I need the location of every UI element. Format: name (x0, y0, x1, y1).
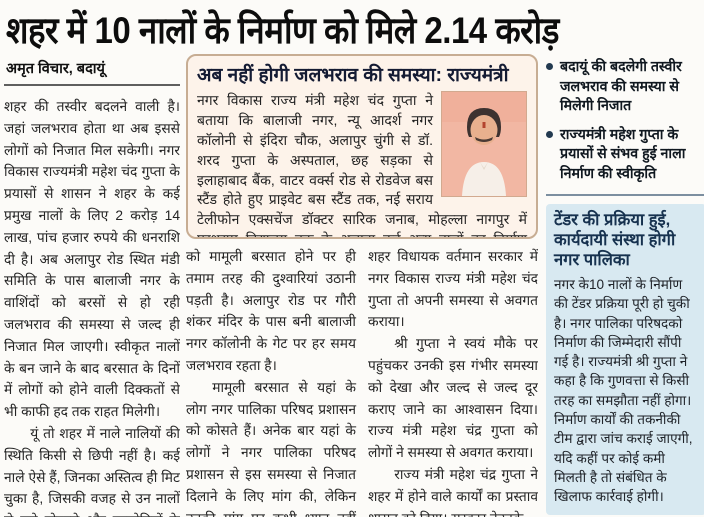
highlight-bullet-1: बदायूं की बदलेगी तस्वीर जलभराव की समस्या… (546, 58, 704, 117)
centre-column: अब नहीं होगी जलभराव की समस्या: राज्यमंत्… (186, 54, 538, 517)
feature-box-text: नगर विकास राज्य मंत्री महेश चंद गुप्ता न… (197, 92, 527, 237)
feature-box-headline: अब नहीं होगी जलभराव की समस्या: राज्यमंत्… (197, 65, 509, 86)
mid2-paragraph-1: शहर विधायक वर्तमान सरकार में नगर विकास र… (368, 249, 538, 330)
feature-box: अब नहीं होगी जलभराव की समस्या: राज्यमंत्… (186, 54, 538, 239)
middle-column-2: शहर विधायक वर्तमान सरकार में नगर विकास र… (368, 246, 538, 517)
portrait-illustration (442, 92, 526, 196)
article-body: अमृत विचार, बदायूं शहर की तस्वीर बदलने व… (0, 50, 704, 517)
bullet-text-2: राज्यमंत्री महेश गुप्ता के प्रयासों से स… (560, 126, 686, 182)
mid2-paragraph-3: राज्य मंत्री महेश चंद्र गुप्ता ने शहर मे… (368, 466, 538, 517)
left-column: अमृत विचार, बदायूं शहर की तस्वीर बदलने व… (4, 54, 180, 517)
minister-photo (441, 91, 527, 197)
bullet-dot-icon (546, 63, 553, 70)
middle-columns: को मामूली बरसात होने पर ही तमाम तरह की द… (186, 246, 538, 517)
page-title: शहर में 10 नालों के निर्माण को मिले 2.14… (6, 9, 559, 51)
tender-info-box: टेंडर की प्रक्रिया हुई, कार्यदायी संस्था… (546, 203, 704, 515)
tender-box-body: नगर के10 नालों के निर्माण की टेंडर प्रक्… (554, 276, 693, 505)
tender-box-headline: टेंडर की प्रक्रिया हुई, कार्यदायी संस्था… (554, 210, 676, 269)
sidebar-divider (546, 193, 704, 196)
byline: अमृत विचार, बदायूं (4, 56, 180, 86)
highlight-bullet-2: राज्यमंत्री महेश गुप्ता के प्रयासों से स… (546, 126, 704, 185)
middle-column-1: को मामूली बरसात होने पर ही तमाम तरह की द… (186, 246, 356, 517)
bullet-dot-icon (546, 130, 553, 138)
left-paragraph-1: शहर की तस्वीर बदलने वाली है। जहां जलभराव… (4, 99, 180, 420)
bullet-text-1: बदायूं की बदलेगी तस्वीर जलभराव की समस्या… (560, 59, 682, 115)
highlight-bullets: बदायूं की बदलेगी तस्वीर जलभराव की समस्या… (546, 58, 704, 185)
masthead: शहर में 10 नालों के निर्माण को मिले 2.14… (0, 0, 704, 50)
sidebar: बदायूं की बदलेगी तस्वीर जलभराव की समस्या… (544, 54, 704, 517)
mid2-paragraph-2: श्री गुप्ता ने स्वयं मौके पर पहुंचकर उनक… (368, 336, 538, 461)
mid1-paragraph-1: को मामूली बरसात होने पर ही तमाम तरह की द… (186, 249, 356, 373)
feature-box-body: नगर विकास राज्य मंत्री महेश चंद गुप्ता न… (197, 91, 527, 237)
left-paragraph-2: यूं तो शहर में नाले नालियों की स्थिति कि… (4, 425, 180, 517)
mid1-paragraph-2: मामूली बरसात से यहां के लोग नगर पालिका प… (186, 379, 356, 517)
